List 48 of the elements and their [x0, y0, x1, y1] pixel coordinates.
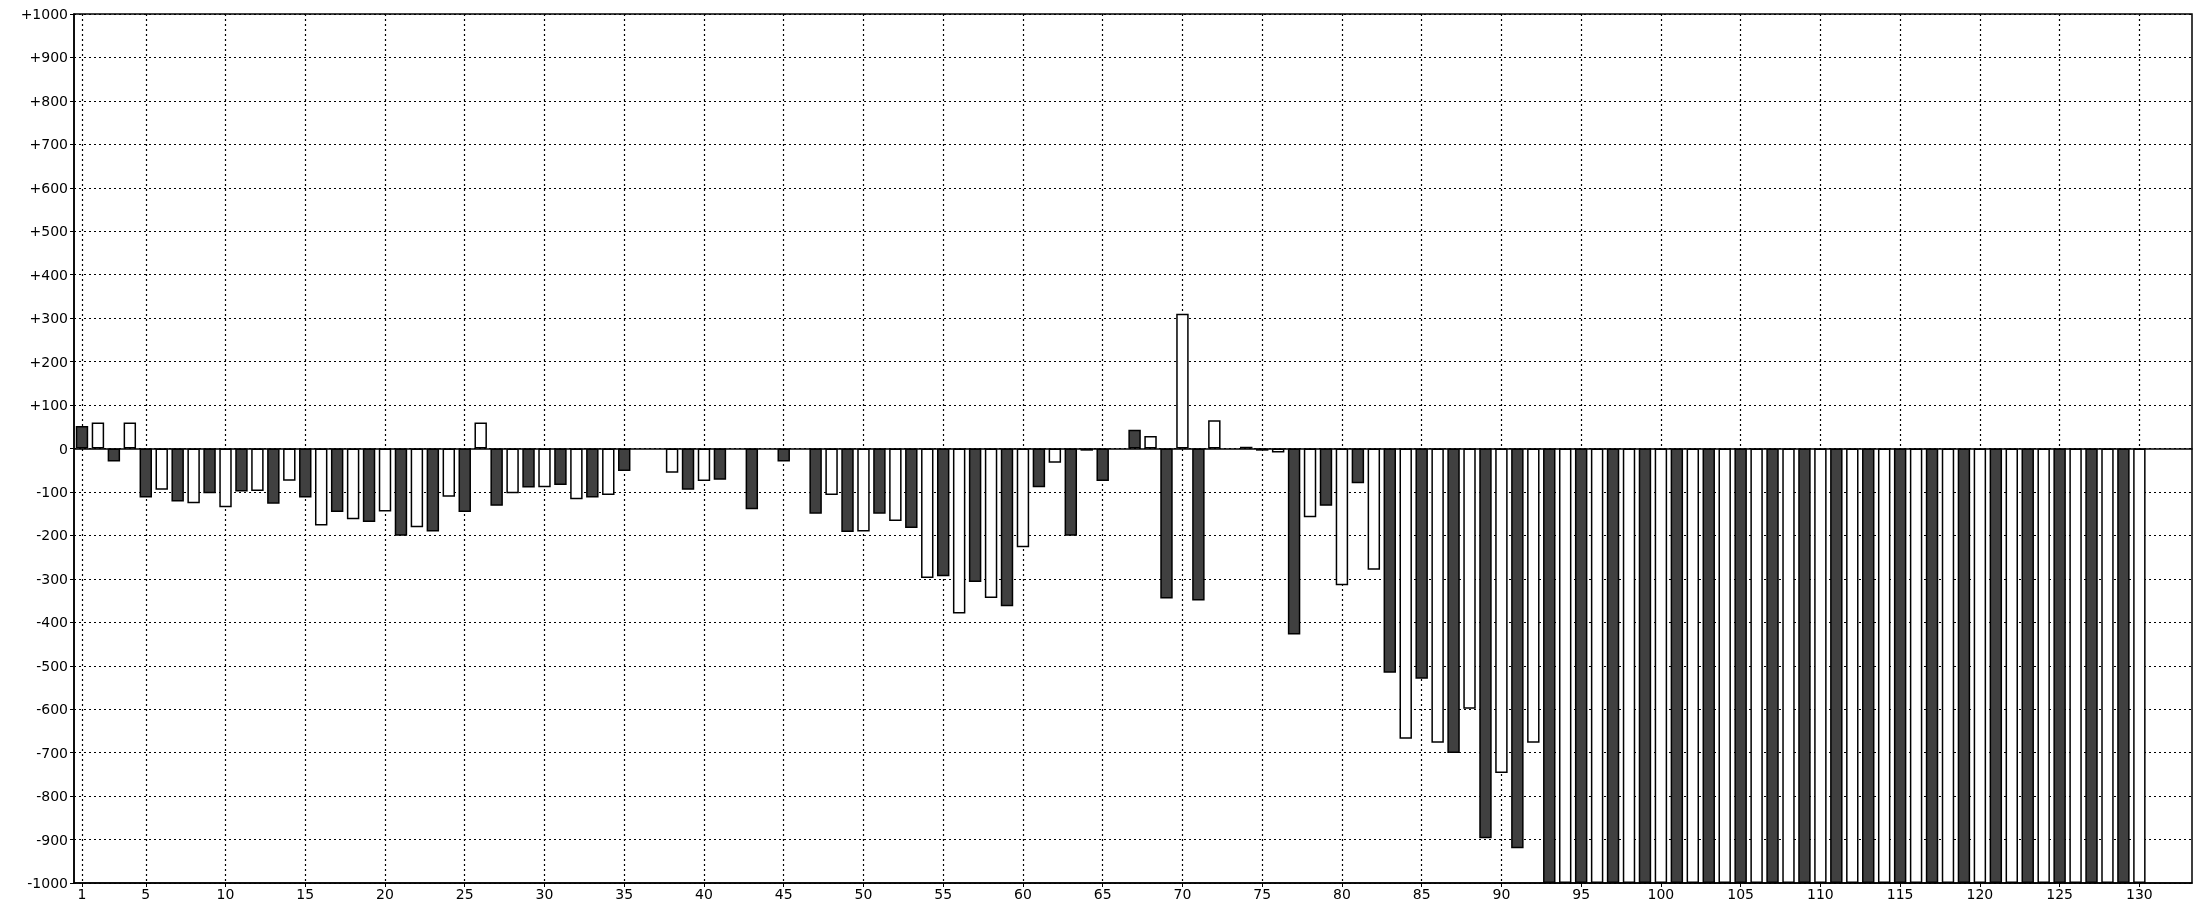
y-tick-label: -500 — [36, 657, 68, 674]
y-tick-label: -100 — [36, 483, 68, 500]
x-tick-label: 120 — [1966, 886, 1994, 902]
y-tick-label: -400 — [36, 614, 68, 631]
y-tick-label: +800 — [29, 92, 68, 109]
x-tick-label: 90 — [1492, 886, 1511, 902]
x-tick-label: 35 — [615, 886, 634, 902]
y-tick-label: +600 — [29, 179, 68, 196]
x-tick-label: 1 — [77, 886, 87, 902]
x-tick-label: 5 — [141, 886, 151, 902]
x-tick-label: 40 — [695, 886, 713, 902]
y-tick-label: -900 — [36, 831, 68, 848]
y-tick-label: -600 — [36, 701, 68, 718]
x-tick-label: 80 — [1333, 886, 1351, 902]
x-tick-label: 65 — [1093, 886, 1112, 902]
x-tick-label: 25 — [455, 886, 474, 902]
y-tick-label: +200 — [29, 353, 68, 370]
x-tick-label: 100 — [1647, 886, 1675, 902]
x-tick-label: 20 — [376, 886, 394, 902]
y-tick-label: +900 — [29, 49, 68, 66]
x-tick-label: 130 — [2126, 886, 2153, 902]
x-tick-label: 15 — [296, 886, 315, 902]
x-tick-label: 85 — [1412, 886, 1431, 902]
y-tick-label: -800 — [36, 788, 68, 805]
y-tick-label: -300 — [36, 570, 68, 587]
y-tick-label: +500 — [29, 223, 68, 240]
y-tick-label: -200 — [36, 527, 68, 544]
x-tick-label: 95 — [1572, 886, 1591, 902]
x-tick-label: 70 — [1173, 886, 1192, 902]
x-tick-label: 10 — [216, 886, 235, 902]
x-tick-label: 125 — [2046, 886, 2073, 902]
y-tick-label: +400 — [29, 266, 68, 283]
x-tick-label: 110 — [1807, 886, 1834, 902]
x-tick-label: 75 — [1253, 886, 1272, 902]
y-tick-label: -1000 — [27, 875, 68, 891]
x-tick-label: 45 — [774, 886, 793, 902]
y-tick-label: -700 — [36, 744, 68, 761]
x-tick-label: 55 — [934, 886, 953, 902]
y-tick-label: +300 — [29, 310, 68, 327]
y-tick-label: +1000 — [20, 6, 68, 22]
x-tick-label: 105 — [1727, 886, 1755, 902]
x-tick-label: 30 — [535, 886, 554, 902]
y-tick-label: +100 — [29, 397, 68, 414]
x-tick-label: 60 — [1014, 886, 1032, 902]
y-tick-label: 0 — [59, 440, 68, 457]
x-tick-label: 115 — [1886, 886, 1914, 902]
y-tick-label: +700 — [29, 136, 68, 153]
x-tick-label: 50 — [854, 886, 873, 902]
